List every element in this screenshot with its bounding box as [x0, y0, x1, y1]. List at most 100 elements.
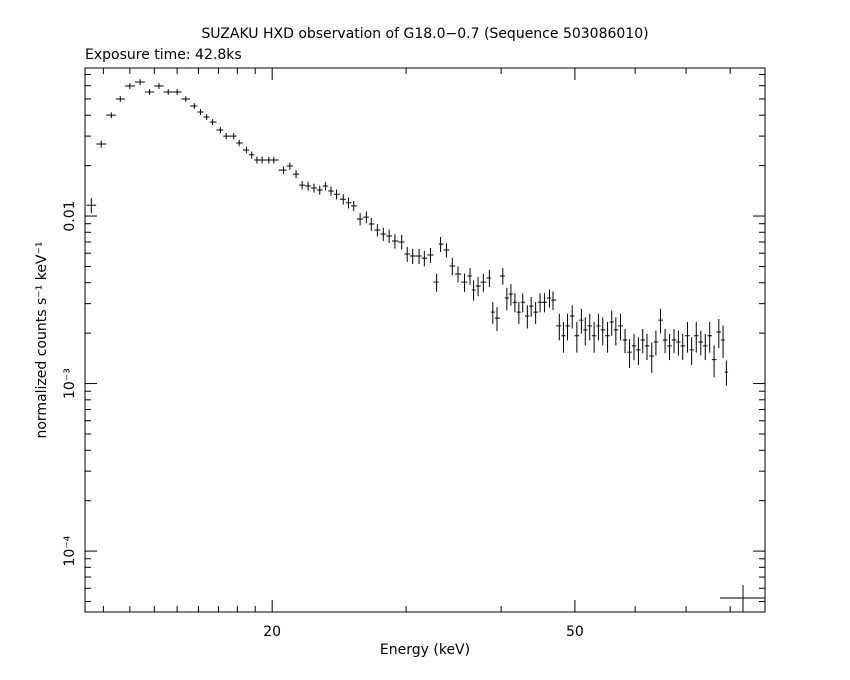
data-point [636, 337, 641, 366]
data-point [520, 293, 526, 313]
data-point [154, 83, 164, 90]
x-axis-label: Energy (keV) [380, 642, 470, 658]
data-point [392, 234, 399, 249]
data-point [653, 330, 659, 356]
data-point [491, 301, 495, 324]
data-point [649, 342, 654, 373]
y-tick-label: 0.01 [62, 200, 78, 231]
data-point [134, 79, 145, 85]
data-point [278, 166, 287, 175]
data-point [587, 313, 592, 341]
data-point [565, 313, 570, 341]
data-point [631, 333, 637, 361]
data-point [203, 114, 210, 121]
data-point [622, 328, 628, 354]
data-point [529, 296, 534, 317]
data-point [380, 227, 387, 241]
data-point [363, 211, 369, 224]
data-point [305, 181, 312, 191]
data-point [627, 339, 632, 368]
data-point [190, 103, 198, 109]
data-point [546, 289, 552, 308]
data-point [662, 328, 668, 354]
data-point [374, 224, 381, 237]
data-point [516, 301, 521, 324]
data-point [596, 313, 601, 341]
data-point [609, 310, 614, 336]
data-point [644, 333, 650, 361]
data-point [229, 133, 237, 140]
data-point [181, 96, 191, 102]
data-point [533, 301, 538, 324]
data-point [486, 269, 492, 288]
data-point [707, 322, 712, 353]
data-point [449, 257, 456, 276]
data-point [415, 248, 422, 265]
data-point [504, 287, 509, 311]
data-point [693, 322, 699, 353]
data-point [86, 198, 97, 214]
data-point [249, 151, 255, 159]
x-tick-label: 20 [263, 624, 281, 640]
data-point [461, 273, 468, 292]
data-point [259, 156, 266, 164]
data-point [685, 322, 690, 353]
data-point [508, 284, 513, 306]
data-point [115, 96, 126, 102]
data-point [720, 325, 725, 359]
data-point [480, 273, 487, 292]
reference-cross [720, 585, 765, 612]
data-point [658, 308, 663, 334]
data-point [404, 247, 410, 262]
data-point [525, 305, 530, 329]
data-point [512, 293, 517, 313]
data-point [438, 236, 444, 253]
data-point [689, 337, 694, 366]
data-point [409, 248, 416, 265]
data-point [499, 268, 505, 285]
data-point [316, 185, 323, 195]
data-point [216, 127, 224, 134]
data-point [583, 317, 588, 346]
data-point [292, 170, 300, 179]
data-point [537, 293, 543, 313]
data-point [322, 181, 329, 191]
data-point [209, 119, 217, 126]
data-point [667, 333, 672, 361]
data-point [386, 229, 393, 244]
data-point [368, 217, 375, 231]
data-point [724, 360, 729, 386]
data-point [286, 162, 293, 170]
data-point [299, 180, 306, 190]
data-point [125, 83, 135, 90]
chart-title: SUZAKU HXD observation of G18.0−0.7 (Seq… [201, 26, 648, 42]
data-point [613, 317, 619, 346]
data-point [600, 317, 606, 346]
data-point [542, 293, 547, 313]
y-tick-label: 10⁻⁴ [62, 535, 78, 566]
data-point [471, 280, 476, 301]
data-point [475, 277, 481, 297]
data-point [676, 330, 681, 356]
data-point [356, 213, 364, 226]
data-point [551, 291, 557, 310]
data-point [172, 89, 182, 95]
data-point [618, 313, 623, 341]
data-point [716, 318, 721, 349]
data-point [671, 328, 677, 354]
data-point [640, 328, 645, 354]
data-point [242, 146, 250, 154]
data-point [680, 333, 686, 361]
data-point [351, 200, 357, 212]
plot-frame [84, 67, 766, 613]
data-point [236, 139, 243, 147]
data-point [591, 322, 597, 353]
data-point [698, 330, 704, 356]
data-point [574, 322, 580, 353]
data-point [265, 156, 272, 164]
chart-subtitle: Exposure time: 42.8ks [85, 47, 242, 63]
y-tick-label: 10⁻³ [62, 368, 78, 399]
data-point [427, 247, 434, 263]
data-point [569, 305, 575, 329]
